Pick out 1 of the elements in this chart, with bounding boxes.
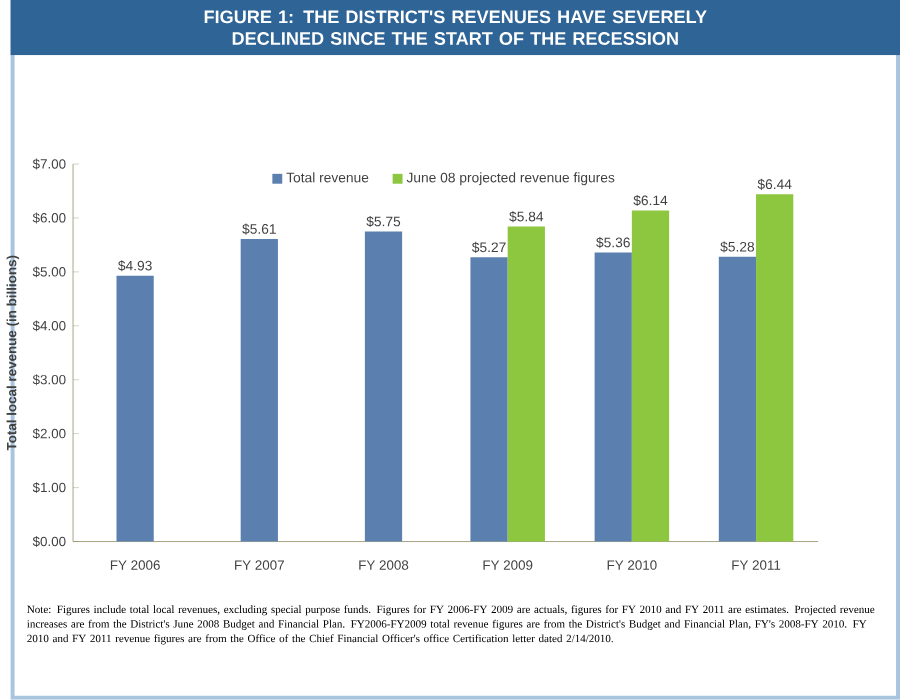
chart-title: FIGURE 1: THE DISTRICT'S REVENUES HAVE SEVERELY DECLINED SINCE THE START OF THE RECESSION (204, 10, 707, 46)
